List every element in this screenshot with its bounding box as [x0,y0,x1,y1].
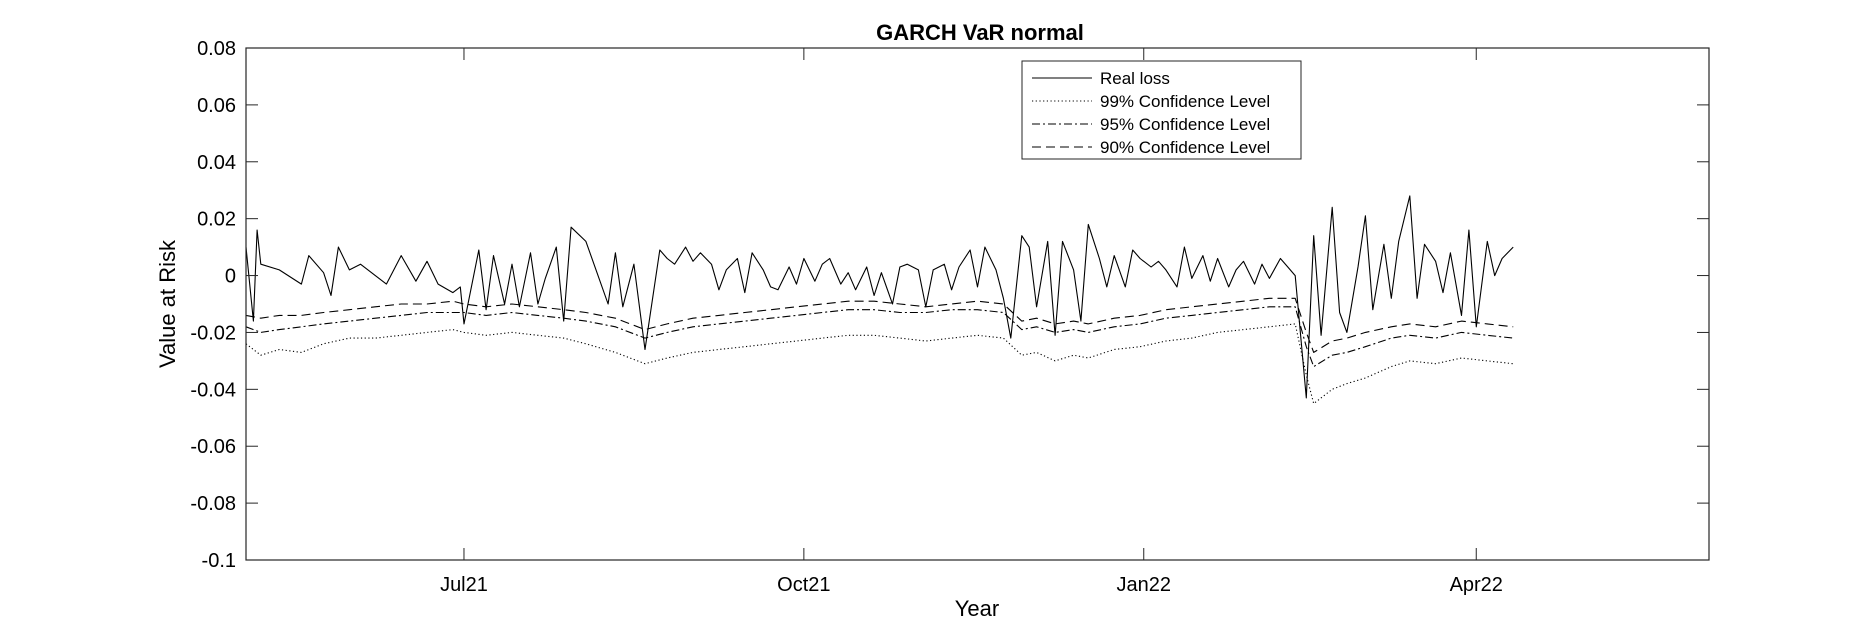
x-tick-label: Oct21 [777,574,830,596]
x-tick-label: Jul21 [440,574,488,596]
series-line-3 [245,297,1514,353]
axes-box [245,47,1710,561]
series-line-1 [245,323,1514,405]
y-tick-label: -0.1 [202,550,236,572]
y-axis: -0.1 -0.08 -0.06 -0.04 -0.02 0 0.02 0.04 0.06 0.0… [190,38,1709,572]
chart-title: GARCH VaR normal [876,20,1084,45]
legend-box [1021,60,1302,160]
y-tick-label: -0.06 [190,436,236,458]
x-tick-label: Jan22 [1117,574,1172,596]
y-tick-label: 0.04 [197,152,236,174]
x-tick-label: Apr22 [1450,574,1503,596]
series-layer [245,195,1514,405]
legend-label: 90% Confidence Level [1100,138,1270,157]
legend-label: 95% Confidence Level [1100,115,1270,134]
y-tick-label: -0.04 [190,379,236,401]
legend: Real loss 99% Confidence Level 95% Confide… [1021,60,1302,160]
y-tick-label: 0.08 [197,38,236,60]
y-tick-label: -0.02 [190,322,236,344]
y-tick-label: -0.08 [190,493,236,515]
legend-label: 99% Confidence Level [1100,92,1270,111]
y-axis-title: Value at Risk [155,239,180,368]
x-axis-title: Year [955,596,999,621]
legend-label: Real loss [1100,69,1170,88]
plot-area [246,48,1709,560]
y-tick-label: 0 [225,266,236,288]
series-line-2 [245,306,1514,368]
x-axis: Jul21 Oct21 Jan22 Apr22 [440,48,1503,596]
y-tick-label: 0.02 [197,209,236,231]
series-line-0 [245,195,1514,399]
y-tick-label: 0.06 [197,95,236,117]
